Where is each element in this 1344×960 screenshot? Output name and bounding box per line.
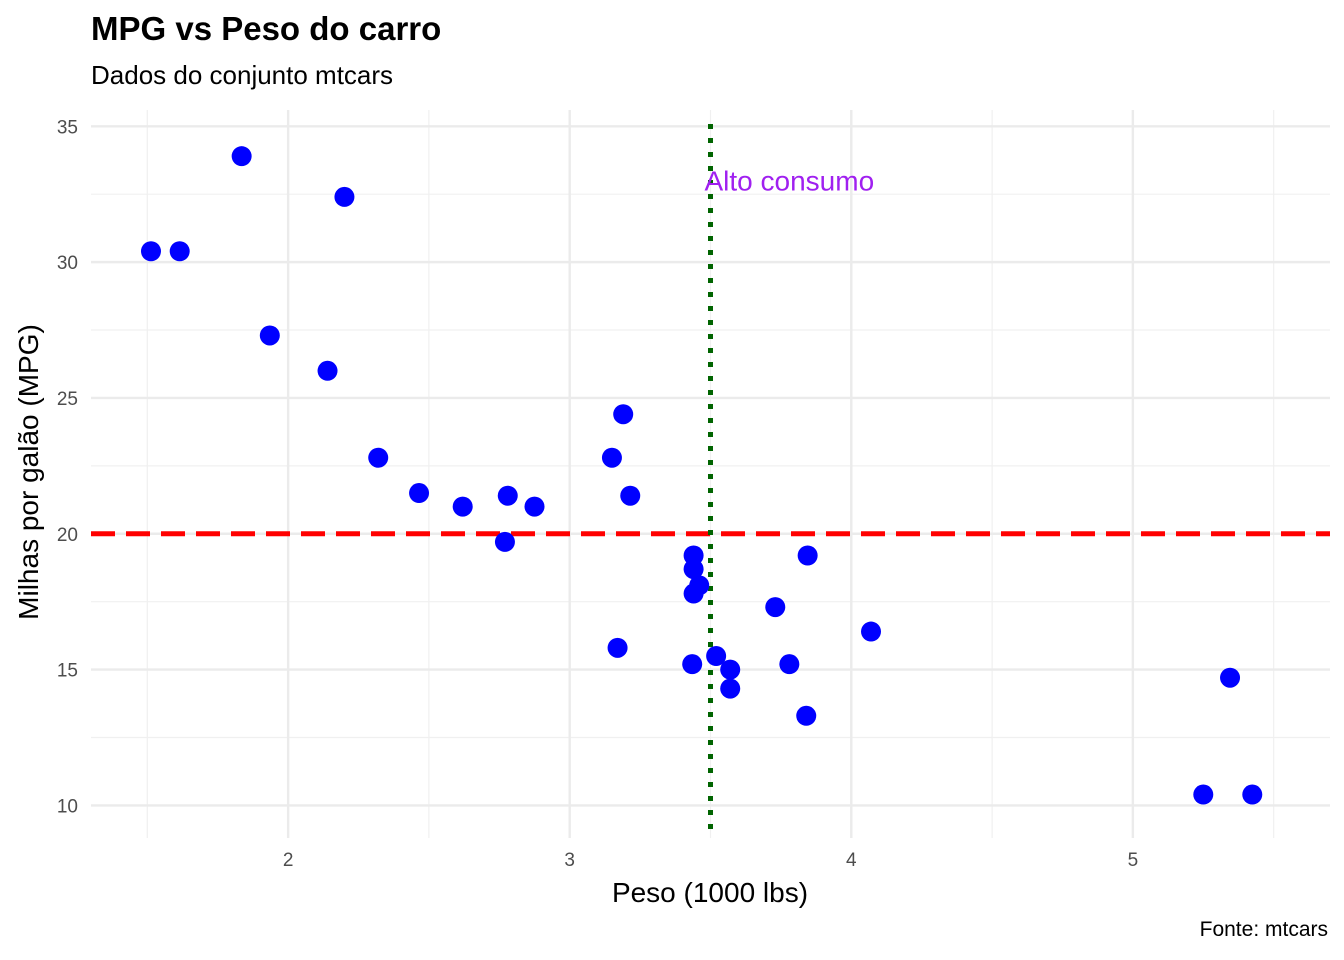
annotation-label: Alto consumo xyxy=(705,166,875,197)
data-point xyxy=(613,404,634,425)
data-point xyxy=(682,654,703,675)
data-point xyxy=(317,360,338,381)
y-tick-label: 35 xyxy=(57,117,78,138)
x-tick-label: 3 xyxy=(564,850,575,871)
data-point xyxy=(524,496,545,517)
y-tick-label: 30 xyxy=(57,253,78,274)
y-tick-label: 15 xyxy=(57,661,78,682)
chart-caption: Fonte: mtcars xyxy=(1199,918,1328,941)
chart-subtitle: Dados do conjunto mtcars xyxy=(91,60,394,90)
data-point xyxy=(607,637,628,658)
data-point xyxy=(779,654,800,675)
data-points xyxy=(140,146,1263,805)
data-point xyxy=(797,545,818,566)
x-tick-label: 2 xyxy=(283,850,294,871)
data-point xyxy=(706,646,727,666)
reference-lines xyxy=(91,124,1330,838)
data-point xyxy=(683,545,704,566)
data-point xyxy=(259,325,280,346)
y-tick-label: 10 xyxy=(57,796,78,817)
data-point xyxy=(494,531,515,552)
data-point xyxy=(765,597,786,618)
axis-ticks: 2 3 4 5 10 15 20 25 30 35 xyxy=(57,117,1138,871)
x-tick-label: 5 xyxy=(1128,850,1139,871)
data-point xyxy=(497,485,518,506)
data-point xyxy=(683,583,704,604)
y-tick-label: 20 xyxy=(57,525,78,546)
data-point xyxy=(231,146,252,167)
data-point xyxy=(452,496,473,517)
data-point xyxy=(334,186,355,207)
data-point xyxy=(368,447,389,468)
annotations: Alto consumo xyxy=(705,166,875,197)
data-point xyxy=(409,483,430,504)
data-point xyxy=(1242,784,1263,805)
data-point xyxy=(169,241,190,262)
data-point xyxy=(1220,667,1241,688)
data-point xyxy=(796,705,817,726)
x-tick-label: 4 xyxy=(846,850,857,871)
y-tick-label: 25 xyxy=(57,389,78,410)
data-point xyxy=(1193,784,1214,805)
data-point xyxy=(140,241,161,262)
data-point xyxy=(720,678,741,699)
y-axis-title: Milhas por galão (MPG) xyxy=(13,324,44,620)
chart-title: MPG vs Peso do carro xyxy=(91,10,442,47)
x-axis-title: Peso (1000 lbs) xyxy=(612,877,808,908)
data-point xyxy=(601,447,622,468)
data-point xyxy=(720,659,741,680)
data-point xyxy=(861,621,882,642)
data-point xyxy=(620,485,641,506)
